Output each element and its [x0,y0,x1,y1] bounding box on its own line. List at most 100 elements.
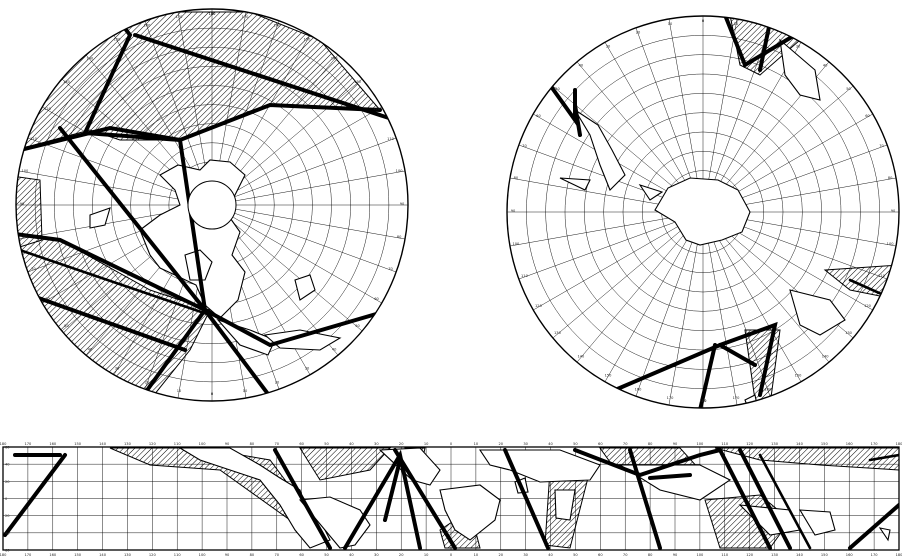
meridian-line [716,228,830,363]
meridian-line [706,18,738,191]
longitude-label: 40 [349,442,354,446]
meridian-line [509,215,682,247]
rim-label: 180 [700,399,708,403]
rim-label: 140 [577,355,585,359]
rim-label: 170 [733,396,741,400]
meridian-line [576,61,690,196]
rim-label: 100 [21,169,29,173]
meridian-line [509,177,682,209]
rim-label: 60 [865,114,870,118]
rim-label: 160 [274,23,282,27]
longitude-label: 130 [124,442,132,446]
rim-label: 120 [864,304,872,308]
meridian-line [230,220,363,332]
longitude-label: 110 [721,553,729,557]
rim-label: 170 [667,396,675,400]
longitude-label: 170 [871,553,879,557]
meridian-line [721,222,873,311]
longitude-label: 80 [648,442,653,446]
rim-label: 120 [44,107,52,111]
longitude-label: 70 [623,553,628,557]
meridian-line [232,216,382,304]
longitude-label: 20 [399,553,404,557]
rim-label: 150 [114,37,122,41]
longitude-label: 50 [324,553,329,557]
longitude-label: 10 [424,553,429,557]
longitude-label: 10 [474,442,479,446]
longitude-label: 150 [74,442,82,446]
rim-label: 180 [209,12,217,16]
longitude-label: 70 [274,553,279,557]
rim-label: 20 [766,30,771,34]
rim-label: 60 [45,297,50,301]
longitude-label: 40 [548,553,553,557]
longitude-label: 70 [623,442,628,446]
meridian-line [635,27,696,192]
longitude-label: 110 [174,553,182,557]
longitude-label: 90 [225,442,230,446]
longitude-label: 60 [299,442,304,446]
rim-label: 30 [796,44,801,48]
meridian-line [227,223,339,356]
meridian-line [635,232,696,397]
meridian-line [232,106,382,194]
longitude-label: 110 [721,442,729,446]
meridian-line [723,144,888,205]
meridian-line [706,233,738,406]
longitude-label: 160 [49,442,57,446]
north-rim-labels: 1801801701701601601501501401401301301201… [20,12,405,396]
longitude-label: 160 [846,442,854,446]
longitude-label: 140 [99,553,107,557]
rim-label: 110 [30,137,38,141]
longitude-label: 80 [648,553,653,557]
rim-label: 50 [846,87,851,91]
rim-label: 90 [20,202,25,206]
longitude-label: 100 [199,442,207,446]
meridian-line [668,18,700,191]
rim-label: 120 [535,304,543,308]
rim-label: 140 [822,355,830,359]
north-pole-cap [187,180,237,230]
longitude-label: 170 [24,553,32,557]
longitude-label: 30 [523,553,528,557]
meridian-line [576,228,690,363]
latitude-label: 40 [5,463,10,467]
meridian-line [234,212,397,273]
longitude-label: 60 [598,553,603,557]
meridian-line [518,219,683,280]
longitude-label: 30 [523,442,528,446]
longitude-label: 140 [796,442,804,446]
rim-label: 80 [514,176,519,180]
rim-label: 70 [31,267,36,271]
rim-label: 50 [555,87,560,91]
rim-label: 40 [332,348,337,352]
longitude-label: 170 [24,442,32,446]
rim-label: 120 [373,107,381,111]
longitude-label: 100 [696,442,704,446]
longitude-label: 90 [673,442,678,446]
rim-label: 180 [209,12,217,16]
meridian-line [227,54,339,187]
meridian-line [724,177,897,209]
meridian-line [713,230,802,382]
rim-label: 110 [387,137,395,141]
longitude-label: 20 [498,442,503,446]
longitude-label: 50 [573,442,578,446]
rim-label: 160 [765,388,773,392]
rim-label: 170 [176,15,184,19]
longitude-label: 180 [896,553,902,557]
rim-label: 50 [355,324,360,328]
south-pole-cap [681,190,725,234]
longitude-label: 180 [0,442,7,446]
rim-label: 70 [879,144,884,148]
longitude-label: 150 [821,553,829,557]
meridian-line [223,225,311,375]
rim-label: 50 [64,324,69,328]
longitude-label: 110 [174,442,182,446]
longitude-label: 160 [846,553,854,557]
meridian-line [144,20,205,183]
latitude-label: 60 [5,446,10,450]
rim-label: 10 [177,389,182,393]
longitude-label: 140 [796,553,804,557]
